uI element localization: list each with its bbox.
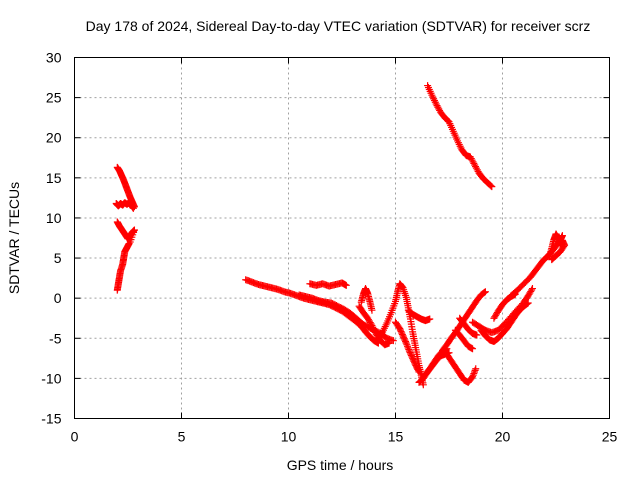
data-point [389,337,397,345]
data-point [472,164,480,172]
data-point [403,342,411,350]
x-tick-label: 20 [495,429,511,445]
data-point [528,286,536,294]
data-point [471,161,479,169]
x-tick-labels: 0 5 10 15 20 25 [71,429,618,445]
data-point [435,105,443,113]
data-point [470,370,478,378]
y-tick-label: 0 [54,290,62,306]
y-tick-label: 10 [46,210,62,226]
data-point [481,288,489,296]
data-point [113,286,121,294]
data-point [398,282,406,290]
data-point [342,281,350,289]
y-tick-label: 15 [46,170,62,186]
y-tick-label: 30 [46,50,62,66]
data-point [414,367,422,375]
data-series [112,82,569,389]
chart-title: Day 178 of 2024, Sidereal Day-to-day VTE… [86,18,591,34]
data-point [467,155,475,163]
y-tick-label: -10 [41,370,61,386]
grid-lines [74,57,610,419]
data-point [405,346,413,354]
data-point [470,159,478,167]
x-tick-label: 15 [388,429,404,445]
data-point [549,255,557,263]
y-axis-label: SDTVAR / TECUs [6,182,22,294]
data-point [367,320,375,328]
data-point [466,153,474,161]
data-point [426,315,434,323]
data-point [433,102,441,110]
data-point [473,331,481,339]
data-point [469,158,477,166]
y-tick-label: 20 [46,130,62,146]
data-point [404,344,412,352]
data-point [487,182,495,190]
data-point [473,166,481,174]
data-point [469,373,477,381]
data-point [548,256,556,264]
data-point [472,163,480,171]
data-point [468,156,476,164]
data-point [403,341,411,349]
axis-ticks [74,57,610,419]
x-tick-label: 25 [602,429,618,445]
data-point [402,339,410,347]
x-tick-label: 0 [71,429,79,445]
data-point [385,339,393,347]
data-point [129,204,137,212]
data-point [549,254,557,262]
data-point [528,285,536,293]
y-tick-label: 25 [46,90,62,106]
data-point [481,288,489,296]
x-tick-label: 5 [178,429,186,445]
data-point [402,338,410,346]
data-point [443,116,451,124]
data-point [432,100,440,108]
y-tick-labels: -15 -10 -5 0 5 10 15 20 25 30 [41,50,61,427]
data-point [470,368,478,376]
data-point [469,345,477,353]
x-axis-label: GPS time / hours [287,457,394,473]
y-tick-label: 5 [54,250,62,266]
x-tick-label: 10 [281,429,297,445]
y-tick-label: -5 [49,330,62,346]
data-point [415,368,423,376]
data-point [378,329,386,337]
data-point [434,103,442,111]
data-point [469,371,477,379]
data-point [472,365,480,373]
data-point [419,381,427,389]
plot-frame [74,57,610,419]
y-tick-label: -15 [41,411,61,427]
data-point [486,181,494,189]
data-point [368,306,376,314]
data-point [488,183,496,191]
data-point [471,366,479,374]
data-point [480,289,488,297]
